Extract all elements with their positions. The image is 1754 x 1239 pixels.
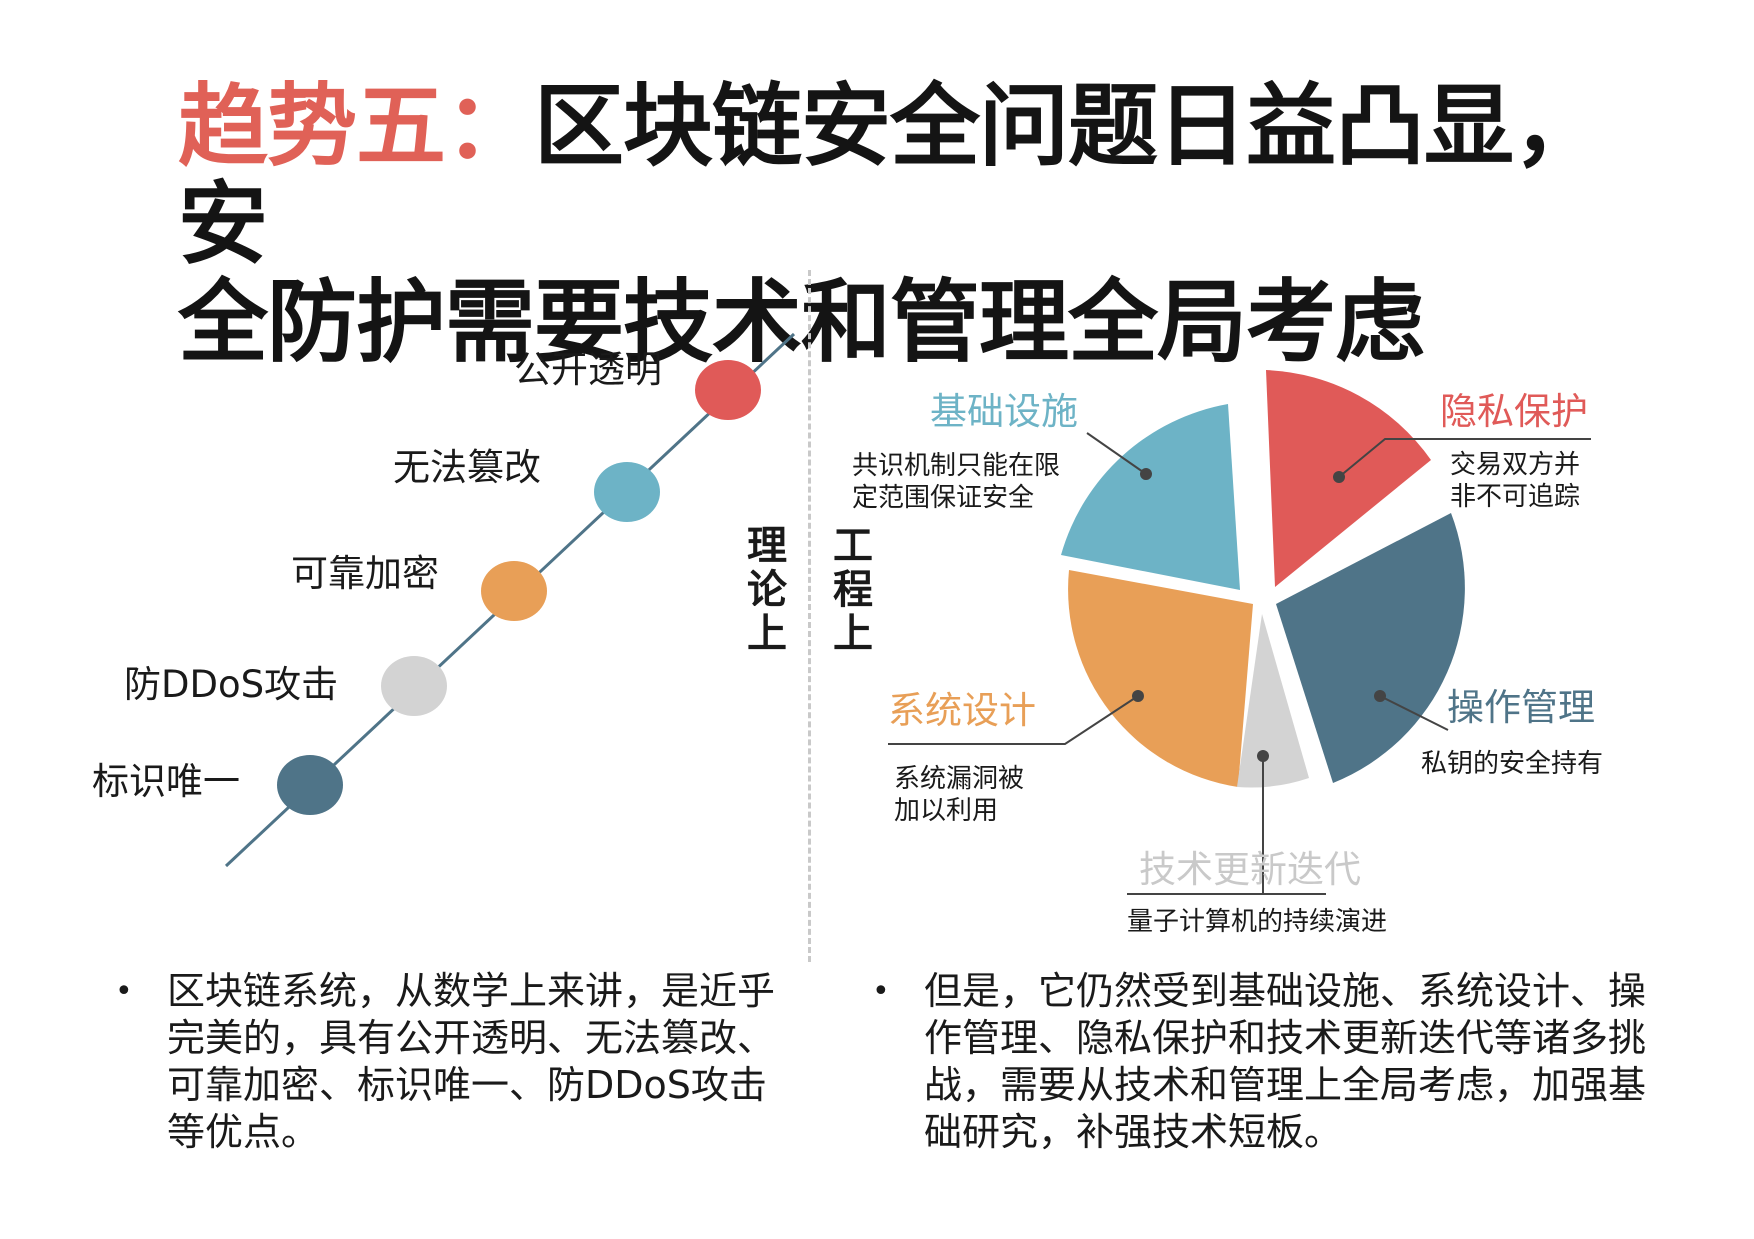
segment-title-privacy: 隐私保护 — [1440, 390, 1588, 433]
property-label-ddos: 防DDoS攻击 — [124, 663, 339, 706]
pie-slice-infrastructure — [1061, 404, 1240, 590]
bullet-marker: • — [115, 974, 133, 1009]
pie-slice-privacy — [1266, 370, 1431, 587]
callout-lines — [888, 432, 1591, 895]
bullet-right: • 但是，它仍然受到基础设施、系统设计、操作管理、隐私保护和技术更新迭代等诸多挑… — [872, 968, 1662, 1156]
callout-dots — [1132, 468, 1386, 762]
segment-desc-privacy: 交易双方并非不可追踪 — [1450, 450, 1581, 512]
property-label-immutable: 无法篡改 — [393, 446, 541, 489]
title-line1: 区块链安全问题日益凸显，安 — [178, 74, 1603, 277]
property-dot-ddos — [381, 656, 447, 716]
property-dot-identity — [277, 755, 343, 815]
page-title: 趋势五：区块链安全问题日益凸显，安 全防护需要技术和管理全局考虑 — [178, 78, 1678, 372]
segment-title-tech-iteration: 技术更新迭代 — [1139, 848, 1361, 891]
segment-title-operations: 操作管理 — [1447, 686, 1595, 729]
segment-desc-system-design: 系统漏洞被加以利用 — [894, 764, 1025, 826]
property-label-encryption: 可靠加密 — [291, 552, 439, 595]
property-label-transparent: 公开透明 — [514, 348, 662, 391]
segment-desc-tech-iteration: 量子计算机的持续演进 — [1127, 907, 1388, 937]
bullet-marker: • — [872, 974, 890, 1009]
pie-slice-system-design — [1068, 570, 1253, 787]
segment-title-infrastructure: 基础设施 — [930, 390, 1078, 433]
pie-slice-tech-iteration — [1237, 614, 1309, 788]
segment-desc-operations: 私钥的安全持有 — [1421, 749, 1604, 779]
bullet-right-text: 但是，它仍然受到基础设施、系统设计、操作管理、隐私保护和技术更新迭代等诸多挑战，… — [924, 969, 1647, 1154]
bullet-left-text: 区块链系统，从数学上来讲，是近乎完美的，具有公开透明、无法篡改、可靠加密、标识唯… — [167, 969, 776, 1154]
theory-label: 理论上 — [740, 524, 786, 656]
property-dot-encryption — [481, 561, 547, 621]
bullet-left: • 区块链系统，从数学上来讲，是近乎完美的，具有公开透明、无法篡改、可靠加密、标… — [115, 968, 775, 1156]
segment-desc-infrastructure: 共识机制只能在限定范围保证安全 — [852, 451, 1061, 513]
engineering-label: 工程上 — [826, 524, 872, 656]
title-line2: 全防护需要技术和管理全局考虑 — [178, 270, 1425, 375]
property-label-identity: 标识唯一 — [92, 760, 240, 803]
property-dot-transparent — [695, 360, 761, 420]
title-prefix: 趋势五： — [178, 74, 535, 179]
segment-title-system-design: 系统设计 — [888, 689, 1036, 732]
property-dot-immutable — [594, 462, 660, 522]
center-divider — [808, 270, 811, 962]
